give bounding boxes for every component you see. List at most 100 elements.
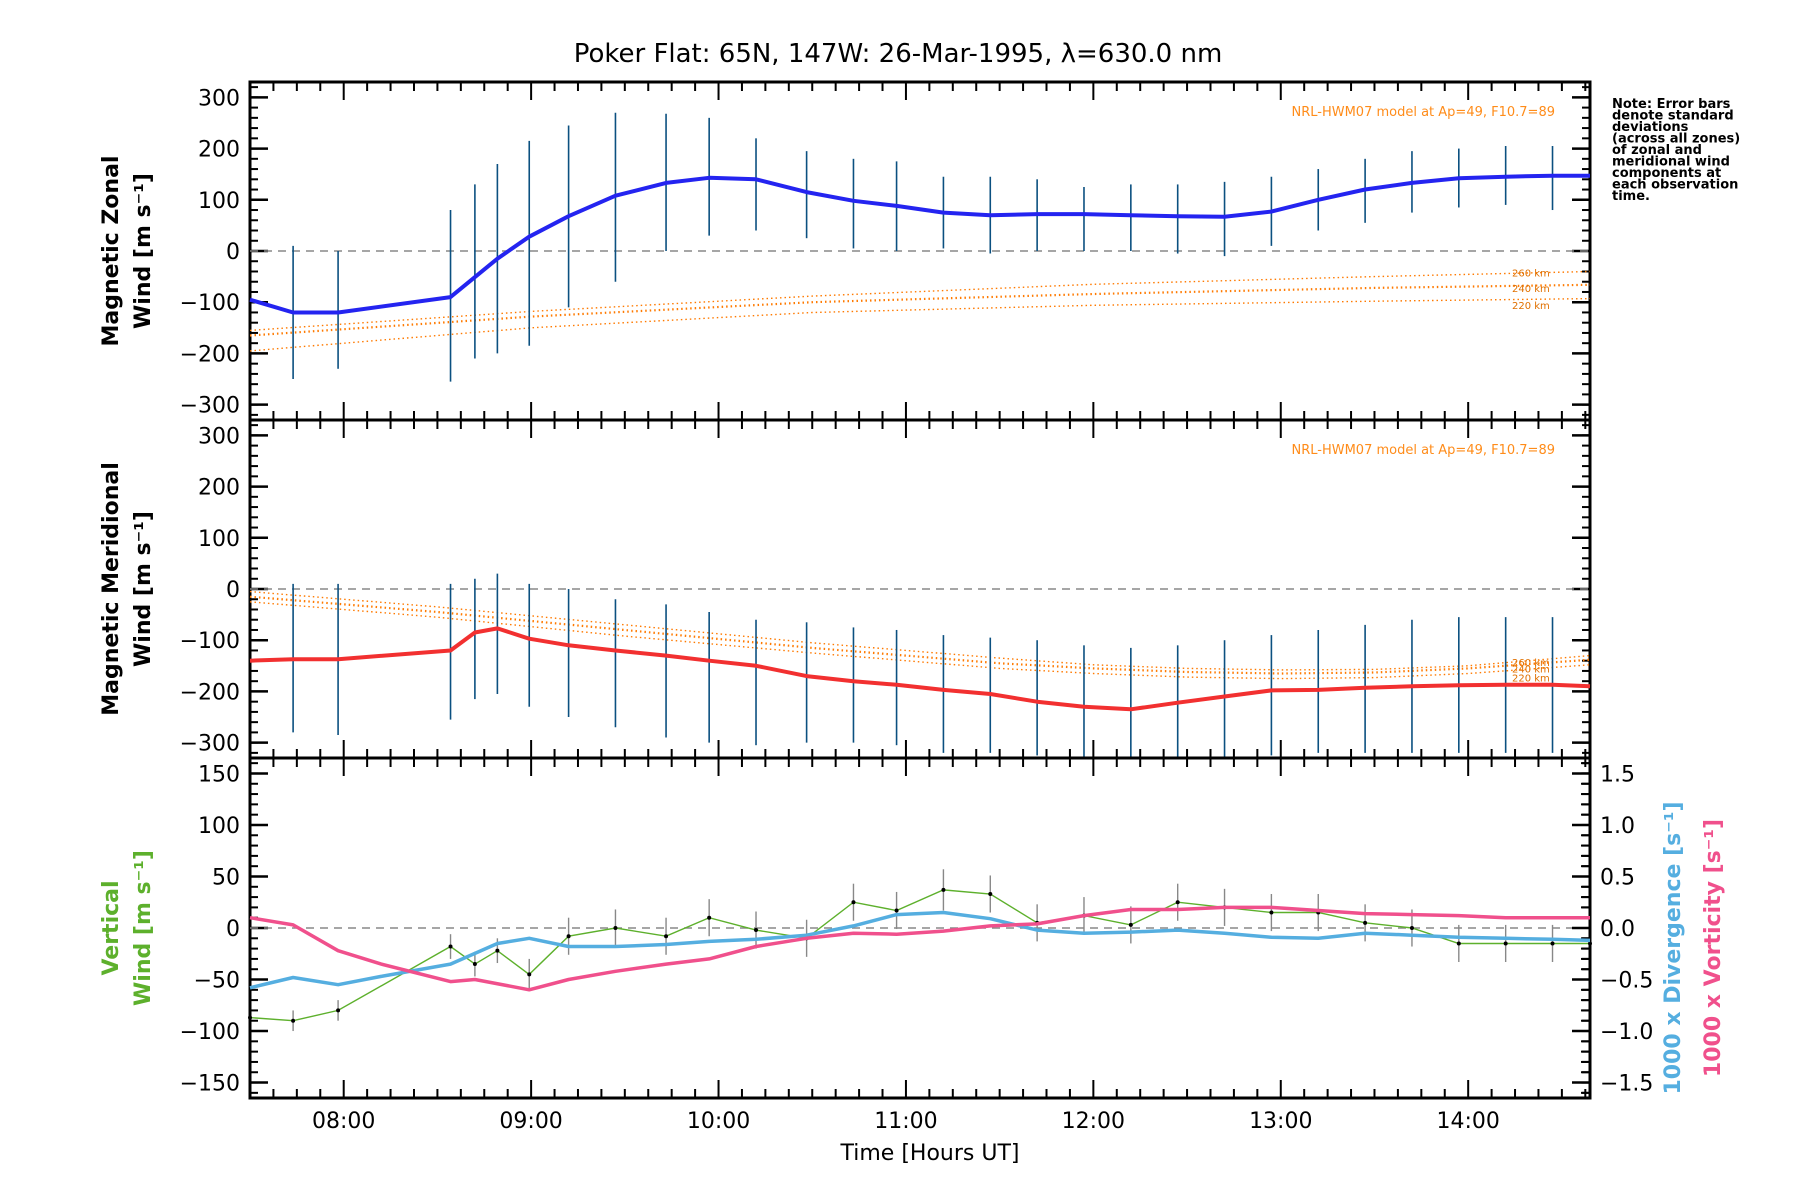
model-altitude-label: 220 km: [1512, 674, 1550, 685]
vertical-wind-point: [291, 1018, 296, 1023]
vertical-wind-point: [1409, 926, 1414, 930]
y-right-tick-label: −1.0: [1600, 1020, 1653, 1045]
model-label: NRL-HWM07 model at Ap=49, F10.7=89: [1292, 443, 1556, 458]
y-tick-label: 0: [226, 578, 240, 603]
y-axis-label-line1: Magnetic Meridional: [99, 462, 124, 715]
y-tick-label: 0: [226, 917, 240, 942]
vorticity-line: [249, 905, 1590, 992]
vertical-wind-point: [1503, 941, 1508, 946]
model-altitude-label: 260 km: [1512, 658, 1550, 669]
model-line-240km: [249, 595, 1591, 675]
vertical-wind-point: [851, 900, 856, 905]
model-altitude-label: 240 km: [1512, 664, 1550, 675]
vertical-wind-point: [894, 908, 899, 913]
vertical-wind-point: [754, 928, 759, 933]
note-line: denote standard: [1612, 109, 1734, 124]
vertical-wind-point: [1269, 910, 1274, 915]
x-tick-label: 12:00: [1062, 1109, 1125, 1134]
x-tick-label: 14:00: [1436, 1109, 1499, 1134]
vertical-wind-point: [1363, 920, 1368, 925]
y-right-tick-label: 0.0: [1600, 917, 1635, 942]
vertical-wind-point: [336, 1008, 341, 1013]
y-right-tick-label: 1.0: [1600, 814, 1635, 839]
note-line: deviations: [1612, 120, 1689, 135]
model-line-220km: [249, 297, 1591, 352]
note-line: each observation: [1612, 178, 1738, 193]
vertical-wind-point: [472, 962, 477, 967]
vertical-wind-point: [527, 972, 532, 977]
y-tick-label: 150: [198, 762, 240, 787]
x-tick-label: 09:00: [499, 1109, 562, 1134]
x-axis-label: Time [Hours UT]: [840, 1141, 1020, 1166]
model-line-260km: [249, 270, 1591, 332]
y-tick-label: 100: [198, 189, 240, 214]
meridional-wind-line: [249, 626, 1591, 712]
y-axis-label-line2: Wind [m s⁻¹]: [131, 173, 156, 329]
vertical-wind-line: [249, 889, 1590, 1022]
model-altitude-label: 260 km: [1512, 269, 1550, 280]
y-tick-label: −100: [180, 629, 240, 654]
vertical-wind-point: [664, 934, 669, 939]
y-axis-label-line1: Vertical: [99, 880, 124, 975]
y-tick-label: −100: [180, 1020, 240, 1045]
vertical-wind-point: [1588, 941, 1592, 946]
y-tick-label: −300: [180, 732, 240, 757]
y-tick-label: 50: [212, 865, 240, 890]
vertical-wind-point: [248, 1015, 252, 1020]
model-line-220km: [249, 601, 1591, 680]
y-right-tick-label: 0.5: [1600, 865, 1635, 890]
divergence-line: [249, 910, 1591, 990]
model-label: NRL-HWM07 model at Ap=49, F10.7=89: [1292, 105, 1556, 120]
y-tick-label: 200: [198, 138, 240, 163]
vertical-wind-point: [1128, 922, 1133, 927]
model-altitude-label: 240 km: [1512, 284, 1550, 295]
model-line-240km: [249, 283, 1591, 337]
y-tick-label: 100: [198, 814, 240, 839]
y-axis-label-line2: Wind [m s⁻¹]: [131, 511, 156, 667]
panel-vertical: 150 100 50 0 −50 −100 −150 1.5 1.0 0.5 0.0 −0.5 −1.0…: [99, 756, 1726, 1134]
y-tick-label: −200: [180, 680, 240, 705]
chart-title: Poker Flat: 65N, 147W: 26-Mar-1995, λ=63…: [574, 39, 1223, 69]
vertical-wind-point: [1456, 941, 1461, 946]
y-right-tick-label: −1.5: [1600, 1072, 1653, 1097]
model-altitude-label: 220 km: [1512, 301, 1550, 312]
y-tick-label: 200: [198, 476, 240, 501]
vertical-wind-point: [613, 926, 618, 930]
y-tick-label: −150: [180, 1072, 240, 1097]
model-line-260km: [249, 590, 1591, 671]
note-line: components at: [1612, 166, 1721, 181]
x-tick-label: 08:00: [312, 1109, 375, 1134]
x-tick-label: 11:00: [874, 1109, 937, 1134]
vertical-wind-point: [566, 934, 571, 939]
y-tick-label: 0: [226, 240, 240, 265]
zonal-wind-line: [249, 173, 1590, 315]
vertical-wind-point: [988, 892, 993, 896]
y-right-tick-label: −0.5: [1600, 969, 1653, 994]
y-tick-label: 300: [198, 424, 240, 449]
panel-zonal: 300 200 100 0 −100 −200 −300 260 km 240 km 220 km…: [99, 80, 1592, 422]
vertical-wind-point: [1175, 900, 1180, 905]
vertical-wind-point: [941, 887, 946, 892]
vertical-wind-point: [495, 948, 500, 953]
y-tick-label: 100: [198, 527, 240, 552]
y-tick-label: −100: [180, 291, 240, 316]
x-tick-label: 13:00: [1249, 1109, 1312, 1134]
vertical-wind-point: [707, 915, 712, 920]
note-line: time.: [1612, 189, 1650, 204]
y-right-tick-label: 1.5: [1600, 762, 1635, 787]
note-line: (across all zones): [1612, 132, 1740, 147]
y-right-label-vorticity: 1000 x Vorticity [s⁻¹]: [1701, 819, 1726, 1077]
y-tick-label: 300: [198, 86, 240, 111]
vertical-wind-point: [448, 944, 453, 949]
note-line: Note: Error bars: [1612, 97, 1731, 112]
note-line: of zonal and: [1612, 143, 1702, 158]
vertical-wind-point: [1550, 941, 1555, 946]
y-tick-label: −50: [194, 969, 240, 994]
y-axis-label-line1: Magnetic Zonal: [99, 156, 124, 347]
x-tick-label: 10:00: [687, 1109, 750, 1134]
y-tick-label: −200: [180, 342, 240, 367]
